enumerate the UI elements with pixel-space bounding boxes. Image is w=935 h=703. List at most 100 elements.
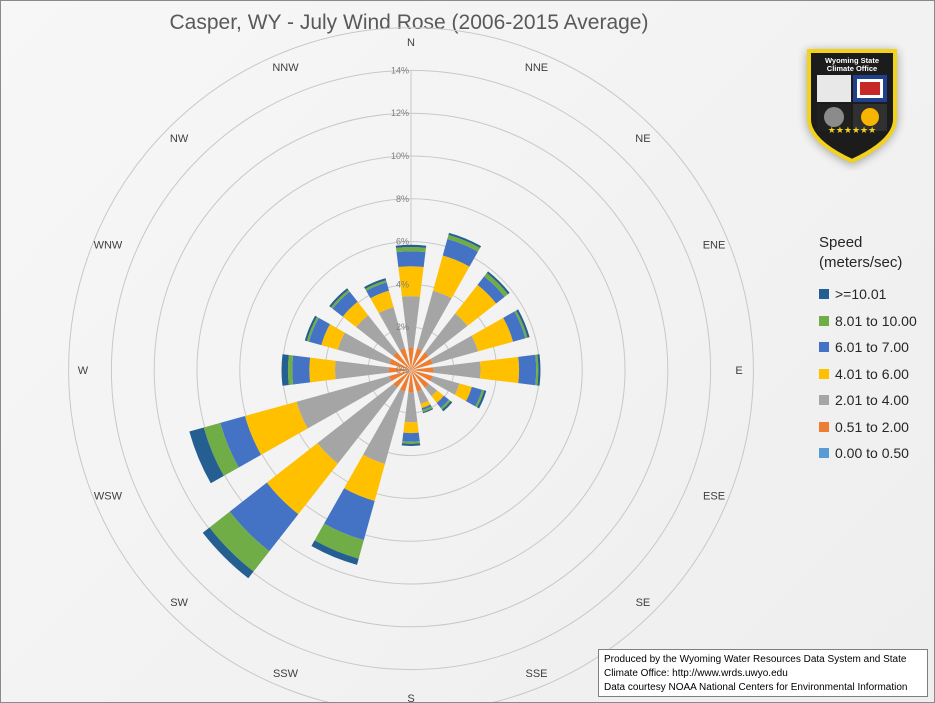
wind-bar-segment <box>330 289 350 309</box>
wind-bar-segment <box>266 443 338 515</box>
wind-bar-segment <box>366 282 389 299</box>
legend-item: 0.00 to 0.50 <box>819 440 934 467</box>
wind-bar-segment <box>411 352 429 370</box>
legend-label: >=10.01 <box>835 286 887 303</box>
legend-label: 4.01 to 6.00 <box>835 365 909 382</box>
wind-bar-segment <box>342 301 369 328</box>
wind-bar-segment <box>431 390 444 403</box>
legend-items: >=10.01 8.01 to 10.00 6.01 to 7.00 4.01 to … <box>819 281 934 467</box>
logo-line2: Climate Office <box>827 64 877 73</box>
wind-bar-segment <box>408 347 414 369</box>
direction-label: NW <box>170 133 189 145</box>
wind-bar-segment <box>411 348 423 370</box>
wind-bar-segment <box>411 370 429 388</box>
direction-label: ESE <box>703 491 725 503</box>
legend-swatch <box>819 315 829 326</box>
wind-bar-segment <box>465 386 483 407</box>
credit-line-2: Climate Office: http://www.wrds.uwyo.edu <box>604 668 788 679</box>
wind-bar-segment <box>411 368 412 370</box>
wind-bar-segment <box>365 280 387 291</box>
radial-tick-label: 12% <box>391 108 409 118</box>
wind-bar-segment <box>411 369 412 370</box>
wind-bar-segment <box>399 370 411 392</box>
wind-bar-segment <box>422 406 433 413</box>
direction-labels: N NNE NE ENE E ESE SE SSE S SSW SW WSW W WNW NW NNW <box>78 37 743 702</box>
wind-bar-segment <box>396 246 426 253</box>
wind-bar-segment <box>308 317 330 346</box>
wind-bar-segment <box>402 441 420 444</box>
wind-bar-segment <box>430 335 479 364</box>
wind-bar-segment <box>411 370 423 392</box>
wind-bar-segment <box>410 369 411 370</box>
wind-bar-segment <box>409 369 411 370</box>
radial-tick-label: 4% <box>396 279 409 289</box>
wind-bar-segment <box>486 271 510 295</box>
wind-bar-segment <box>484 273 508 297</box>
radial-tick-label: 0% <box>396 365 409 375</box>
wind-bar-segment <box>436 395 449 408</box>
radial-tick-label: 2% <box>396 322 409 332</box>
wind-bar-segment <box>411 370 413 371</box>
direction-label: N <box>407 37 415 49</box>
wind-bar-segment <box>475 389 485 408</box>
direction-label: S <box>407 693 414 702</box>
wind-bar-segment <box>189 427 224 484</box>
direction-label: E <box>735 365 742 377</box>
wind-bar-segment <box>454 383 472 402</box>
wind-bar-segment <box>389 370 411 382</box>
direction-label: ENE <box>703 239 726 251</box>
legend-label: 6.01 to 7.00 <box>835 339 909 356</box>
credit-box: Produced by the Wyoming Water Resources … <box>598 649 928 697</box>
wind-bar-segment <box>518 354 537 386</box>
wind-bar-segment <box>311 540 359 565</box>
legend-item: 6.01 to 7.00 <box>819 334 934 361</box>
chart-title: Casper, WY - July Wind Rose (2006-2015 A… <box>169 11 649 34</box>
wind-bar-segment <box>424 383 438 397</box>
radial-tick-label: 14% <box>391 65 409 75</box>
radial-gridlines <box>68 27 754 702</box>
wind-bar-segment <box>393 352 411 370</box>
wind-bar-segment <box>398 266 424 297</box>
wind-bar-segment <box>417 290 452 351</box>
wind-bar-segment <box>430 376 460 395</box>
wind-bar-segment <box>402 432 420 442</box>
logo-line1: Wyoming State <box>825 56 879 65</box>
wind-bar-segment <box>389 358 411 370</box>
wind-bar-segment <box>202 527 254 579</box>
wind-bar-segment <box>324 488 375 541</box>
wind-bar-segment <box>441 400 453 412</box>
wind-bar-segment <box>447 234 481 252</box>
legend-title-line1: Speed <box>819 234 863 251</box>
legend-label: 0.00 to 0.50 <box>835 445 909 462</box>
direction-label: SW <box>170 597 188 609</box>
wind-bar-segment <box>314 523 364 559</box>
legend-swatch <box>819 289 829 300</box>
legend-label: 0.51 to 2.00 <box>835 418 909 435</box>
wind-bar-segment <box>440 399 451 410</box>
wind-bar-segment <box>203 422 239 476</box>
radial-tick-label: 6% <box>396 237 409 247</box>
wind-bar-segment <box>411 370 412 371</box>
wind-bar-segment <box>209 511 270 572</box>
wind-bars <box>189 232 541 579</box>
wind-bar-segment <box>304 315 317 342</box>
wind-bar-segment <box>417 389 429 405</box>
wind-bar-segment <box>477 390 487 409</box>
wind-bar-segment <box>422 408 434 414</box>
direction-label: SSW <box>273 668 299 680</box>
wind-bar-segment <box>411 370 433 382</box>
wind-bar-segment <box>403 422 419 434</box>
wind-bar-segment <box>411 369 413 370</box>
wind-bar-segment <box>296 376 392 429</box>
wind-bar-segment <box>433 361 481 379</box>
wind-bar-segment <box>378 307 405 351</box>
legend-item: 2.01 to 4.00 <box>819 387 934 414</box>
wind-bar-segment <box>364 278 387 289</box>
wind-bar-segment <box>229 482 299 552</box>
legend-title-line2: (meters/sec) <box>819 254 903 271</box>
wind-bar-segment <box>404 392 418 423</box>
wind-bar-segment <box>411 358 433 370</box>
legend-item: 0.51 to 2.00 <box>819 414 934 441</box>
